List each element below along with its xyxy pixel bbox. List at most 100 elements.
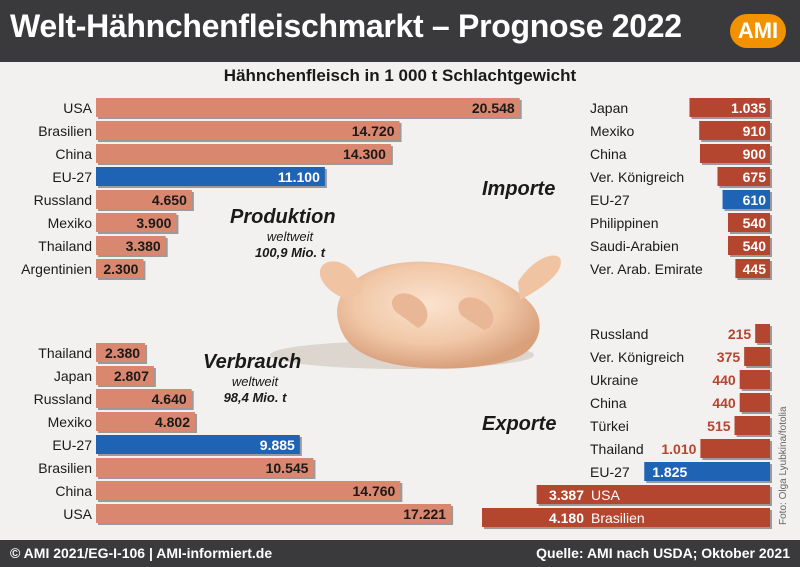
verbrauch-title: Verbrauch bbox=[203, 351, 302, 373]
verbrauch-bar-mexiko bbox=[96, 412, 196, 431]
produktion-bar-argentinien bbox=[96, 259, 144, 278]
produktion-value-argentinien: 2.300 bbox=[103, 261, 138, 277]
chicken-illustration bbox=[270, 255, 561, 369]
chart-subtitle: Hähnchenfleisch in 1 000 t Schlachtgewic… bbox=[223, 66, 577, 85]
header-bar: Welt-Hähnchenfleischmarkt – Prognose 202… bbox=[0, 0, 800, 62]
verbrauch-category-thailand: Thailand bbox=[38, 345, 92, 361]
importe-bar-saudi-arabien bbox=[727, 236, 770, 255]
importe-category-ver-koenigreich: Ver. Königreich bbox=[590, 169, 684, 185]
verbrauch-category-eu-27: EU-27 bbox=[52, 437, 92, 453]
importe-category-china: China bbox=[590, 146, 627, 162]
importe-bar-ver-arab-emirate bbox=[735, 259, 770, 278]
exporte-category-tuerkei: Türkei bbox=[590, 418, 629, 434]
importe-value-china: 900 bbox=[743, 146, 767, 162]
exporte-bar-ukraine bbox=[739, 370, 770, 389]
exporte-category-ver-koenigreich: Ver. Königreich bbox=[590, 349, 684, 365]
verbrauch-category-japan: Japan bbox=[54, 368, 92, 384]
importe-category-saudi-arabien: Saudi-Arabien bbox=[590, 238, 679, 254]
exporte-value-ukraine: 440 bbox=[712, 372, 736, 388]
exporte-category-ukraine: Ukraine bbox=[590, 372, 638, 388]
verbrauch-note-line2: 98,4 Mio. t bbox=[223, 390, 287, 405]
produktion-bar-thailand bbox=[96, 236, 166, 255]
importe-value-ver-koenigreich: 675 bbox=[743, 169, 767, 185]
produktion-bar-china bbox=[96, 144, 391, 163]
produktion-category-argentinien: Argentinien bbox=[21, 261, 92, 277]
verbrauch-bar-usa bbox=[96, 504, 452, 523]
produktion-note-line2: 100,9 Mio. t bbox=[254, 245, 326, 260]
verbrauch-note: weltweit 98,4 Mio. t bbox=[205, 374, 305, 406]
exporte-value-russland: 215 bbox=[728, 326, 752, 342]
produktion-value-thailand: 3.380 bbox=[126, 238, 161, 254]
importe-category-philippinen: Philippinen bbox=[590, 215, 659, 231]
importe-value-eu-27: 610 bbox=[743, 192, 767, 208]
verbrauch-value-russland: 4.640 bbox=[152, 391, 187, 407]
verbrauch-bar-japan bbox=[96, 366, 154, 385]
exporte-bar-usa bbox=[536, 485, 770, 504]
exporte-bar-ver-koenigreich bbox=[744, 347, 770, 366]
importe-bar-mexiko bbox=[699, 121, 770, 140]
exporte-category-eu-27: EU-27 bbox=[590, 464, 630, 480]
verbrauch-value-china: 14.760 bbox=[353, 483, 396, 499]
verbrauch-bar-china bbox=[96, 481, 401, 500]
produktion-value-usa: 20.548 bbox=[472, 100, 515, 116]
exporte-bar-thailand bbox=[700, 439, 770, 458]
produktion-bar-brasilien bbox=[96, 121, 400, 140]
produktion-value-mexiko: 3.900 bbox=[136, 215, 171, 231]
verbrauch-category-usa: USA bbox=[63, 506, 92, 522]
produktion-bar-usa bbox=[96, 98, 520, 117]
importe-category-eu-27: EU-27 bbox=[590, 192, 630, 208]
verbrauch-value-eu-27: 9.885 bbox=[260, 437, 295, 453]
exporte-category-thailand: Thailand bbox=[590, 441, 644, 457]
verbrauch-category-russland: Russland bbox=[34, 391, 92, 407]
verbrauch-category-brasilien: Brasilien bbox=[38, 460, 92, 476]
produktion-value-russland: 4.650 bbox=[152, 192, 187, 208]
importe-value-philippinen: 540 bbox=[743, 215, 767, 231]
footer-source: Quelle: AMI nach USDA; Oktober 2021 bbox=[536, 545, 790, 561]
footer-copyright: © AMI 2021/EG-I-106 | AMI-informiert.de bbox=[10, 545, 273, 561]
verbrauch-bar-thailand bbox=[96, 343, 146, 362]
produktion-category-eu-27: EU-27 bbox=[52, 169, 92, 185]
exporte-value-brasilien: 4.180 bbox=[549, 510, 584, 526]
page-title: Welt-Hähnchenfleischmarkt – Prognose 202… bbox=[10, 8, 682, 44]
photo-credit: Foto: Olga Lyubkina/fotolia bbox=[778, 406, 789, 525]
produktion-bar-eu-27 bbox=[96, 167, 325, 186]
importe-bar-japan bbox=[689, 98, 770, 117]
exporte-bar-china bbox=[739, 393, 770, 412]
importe-category-mexiko: Mexiko bbox=[590, 123, 635, 139]
exporte-bar-brasilien bbox=[481, 508, 770, 527]
produktion-category-thailand: Thailand bbox=[38, 238, 92, 254]
importe-category-ver-arab-emirate: Ver. Arab. Emirate bbox=[590, 261, 703, 277]
exporte-value-eu-27: 1.825 bbox=[652, 464, 687, 480]
exporte-category-usa: USA bbox=[591, 487, 620, 503]
exporte-value-thailand: 1.010 bbox=[661, 441, 696, 457]
produktion-category-usa: USA bbox=[63, 100, 92, 116]
exporte-value-usa: 3.387 bbox=[549, 487, 584, 503]
produktion-category-brasilien: Brasilien bbox=[38, 123, 92, 139]
produktion-note: weltweit 100,9 Mio. t bbox=[235, 229, 345, 261]
produktion-bar-mexiko bbox=[96, 213, 177, 232]
exporte-value-china: 440 bbox=[712, 395, 736, 411]
verbrauch-bar-eu-27 bbox=[96, 435, 300, 454]
exporte-bar-eu-27 bbox=[644, 462, 770, 481]
importe-value-japan: 1.035 bbox=[731, 100, 766, 116]
verbrauch-category-mexiko: Mexiko bbox=[48, 414, 93, 430]
importe-bar-ver-koenigreich bbox=[717, 167, 770, 186]
importe-value-saudi-arabien: 540 bbox=[743, 238, 767, 254]
produktion-category-china: China bbox=[55, 146, 92, 162]
exporte-bar-russland bbox=[755, 324, 770, 343]
exporte-category-brasilien: Brasilien bbox=[591, 510, 645, 526]
verbrauch-value-brasilien: 10.545 bbox=[266, 460, 309, 476]
verbrauch-note-line1: weltweit bbox=[231, 374, 279, 389]
produktion-title: Produktion bbox=[230, 206, 336, 228]
produktion-value-brasilien: 14.720 bbox=[352, 123, 395, 139]
exporte-category-russland: Russland bbox=[590, 326, 648, 342]
verbrauch-value-mexiko: 4.802 bbox=[155, 414, 190, 430]
produktion-note-line1: weltweit bbox=[266, 229, 314, 244]
importe-bar-philippinen bbox=[727, 213, 770, 232]
exporte-bar-tuerkei bbox=[734, 416, 770, 435]
verbrauch-value-japan: 2.807 bbox=[114, 368, 149, 384]
exporte-category-china: China bbox=[590, 395, 627, 411]
verbrauch-category-china: China bbox=[55, 483, 92, 499]
